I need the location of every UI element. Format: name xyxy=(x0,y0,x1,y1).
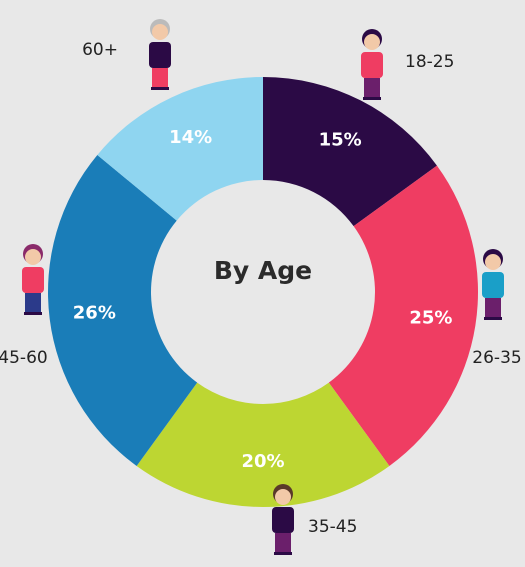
person-icon xyxy=(482,249,504,320)
person-body xyxy=(22,267,44,293)
category-label: 18-25 xyxy=(405,52,454,72)
category-label: 35-45 xyxy=(308,517,357,537)
person-shoes xyxy=(363,97,381,100)
donut-segment xyxy=(263,77,437,227)
value-label: 15% xyxy=(319,130,362,151)
person-icon xyxy=(22,244,44,315)
person-icon xyxy=(361,29,383,100)
value-label: 25% xyxy=(409,308,452,329)
donut-segment xyxy=(97,77,263,221)
person-head xyxy=(275,489,291,505)
donut-segment xyxy=(47,154,198,466)
person-icon xyxy=(149,19,171,90)
person-body xyxy=(149,42,171,68)
donut-segment xyxy=(136,382,390,508)
category-label: 60+ xyxy=(82,40,118,60)
category-label: 26-35 xyxy=(472,348,521,368)
person-shoes xyxy=(24,312,42,315)
category-label: 45-60 xyxy=(0,348,48,368)
person-legs xyxy=(152,68,168,88)
person-body xyxy=(361,52,383,78)
person-body xyxy=(272,507,294,533)
value-label: 14% xyxy=(169,127,212,148)
person-shoes xyxy=(274,552,292,555)
person-legs xyxy=(25,293,41,313)
value-label: 20% xyxy=(241,451,284,472)
value-label: 26% xyxy=(73,302,116,323)
person-head xyxy=(25,249,41,265)
person-legs xyxy=(275,533,291,553)
person-legs xyxy=(364,78,380,98)
chart-title: By Age xyxy=(214,256,312,285)
person-head xyxy=(364,34,380,50)
person-body xyxy=(482,272,504,298)
person-shoes xyxy=(151,87,169,90)
person-icon xyxy=(272,484,294,555)
person-legs xyxy=(485,298,501,318)
person-head xyxy=(152,24,168,40)
person-shoes xyxy=(484,317,502,320)
donut-segment xyxy=(328,165,478,466)
person-head xyxy=(485,254,501,270)
